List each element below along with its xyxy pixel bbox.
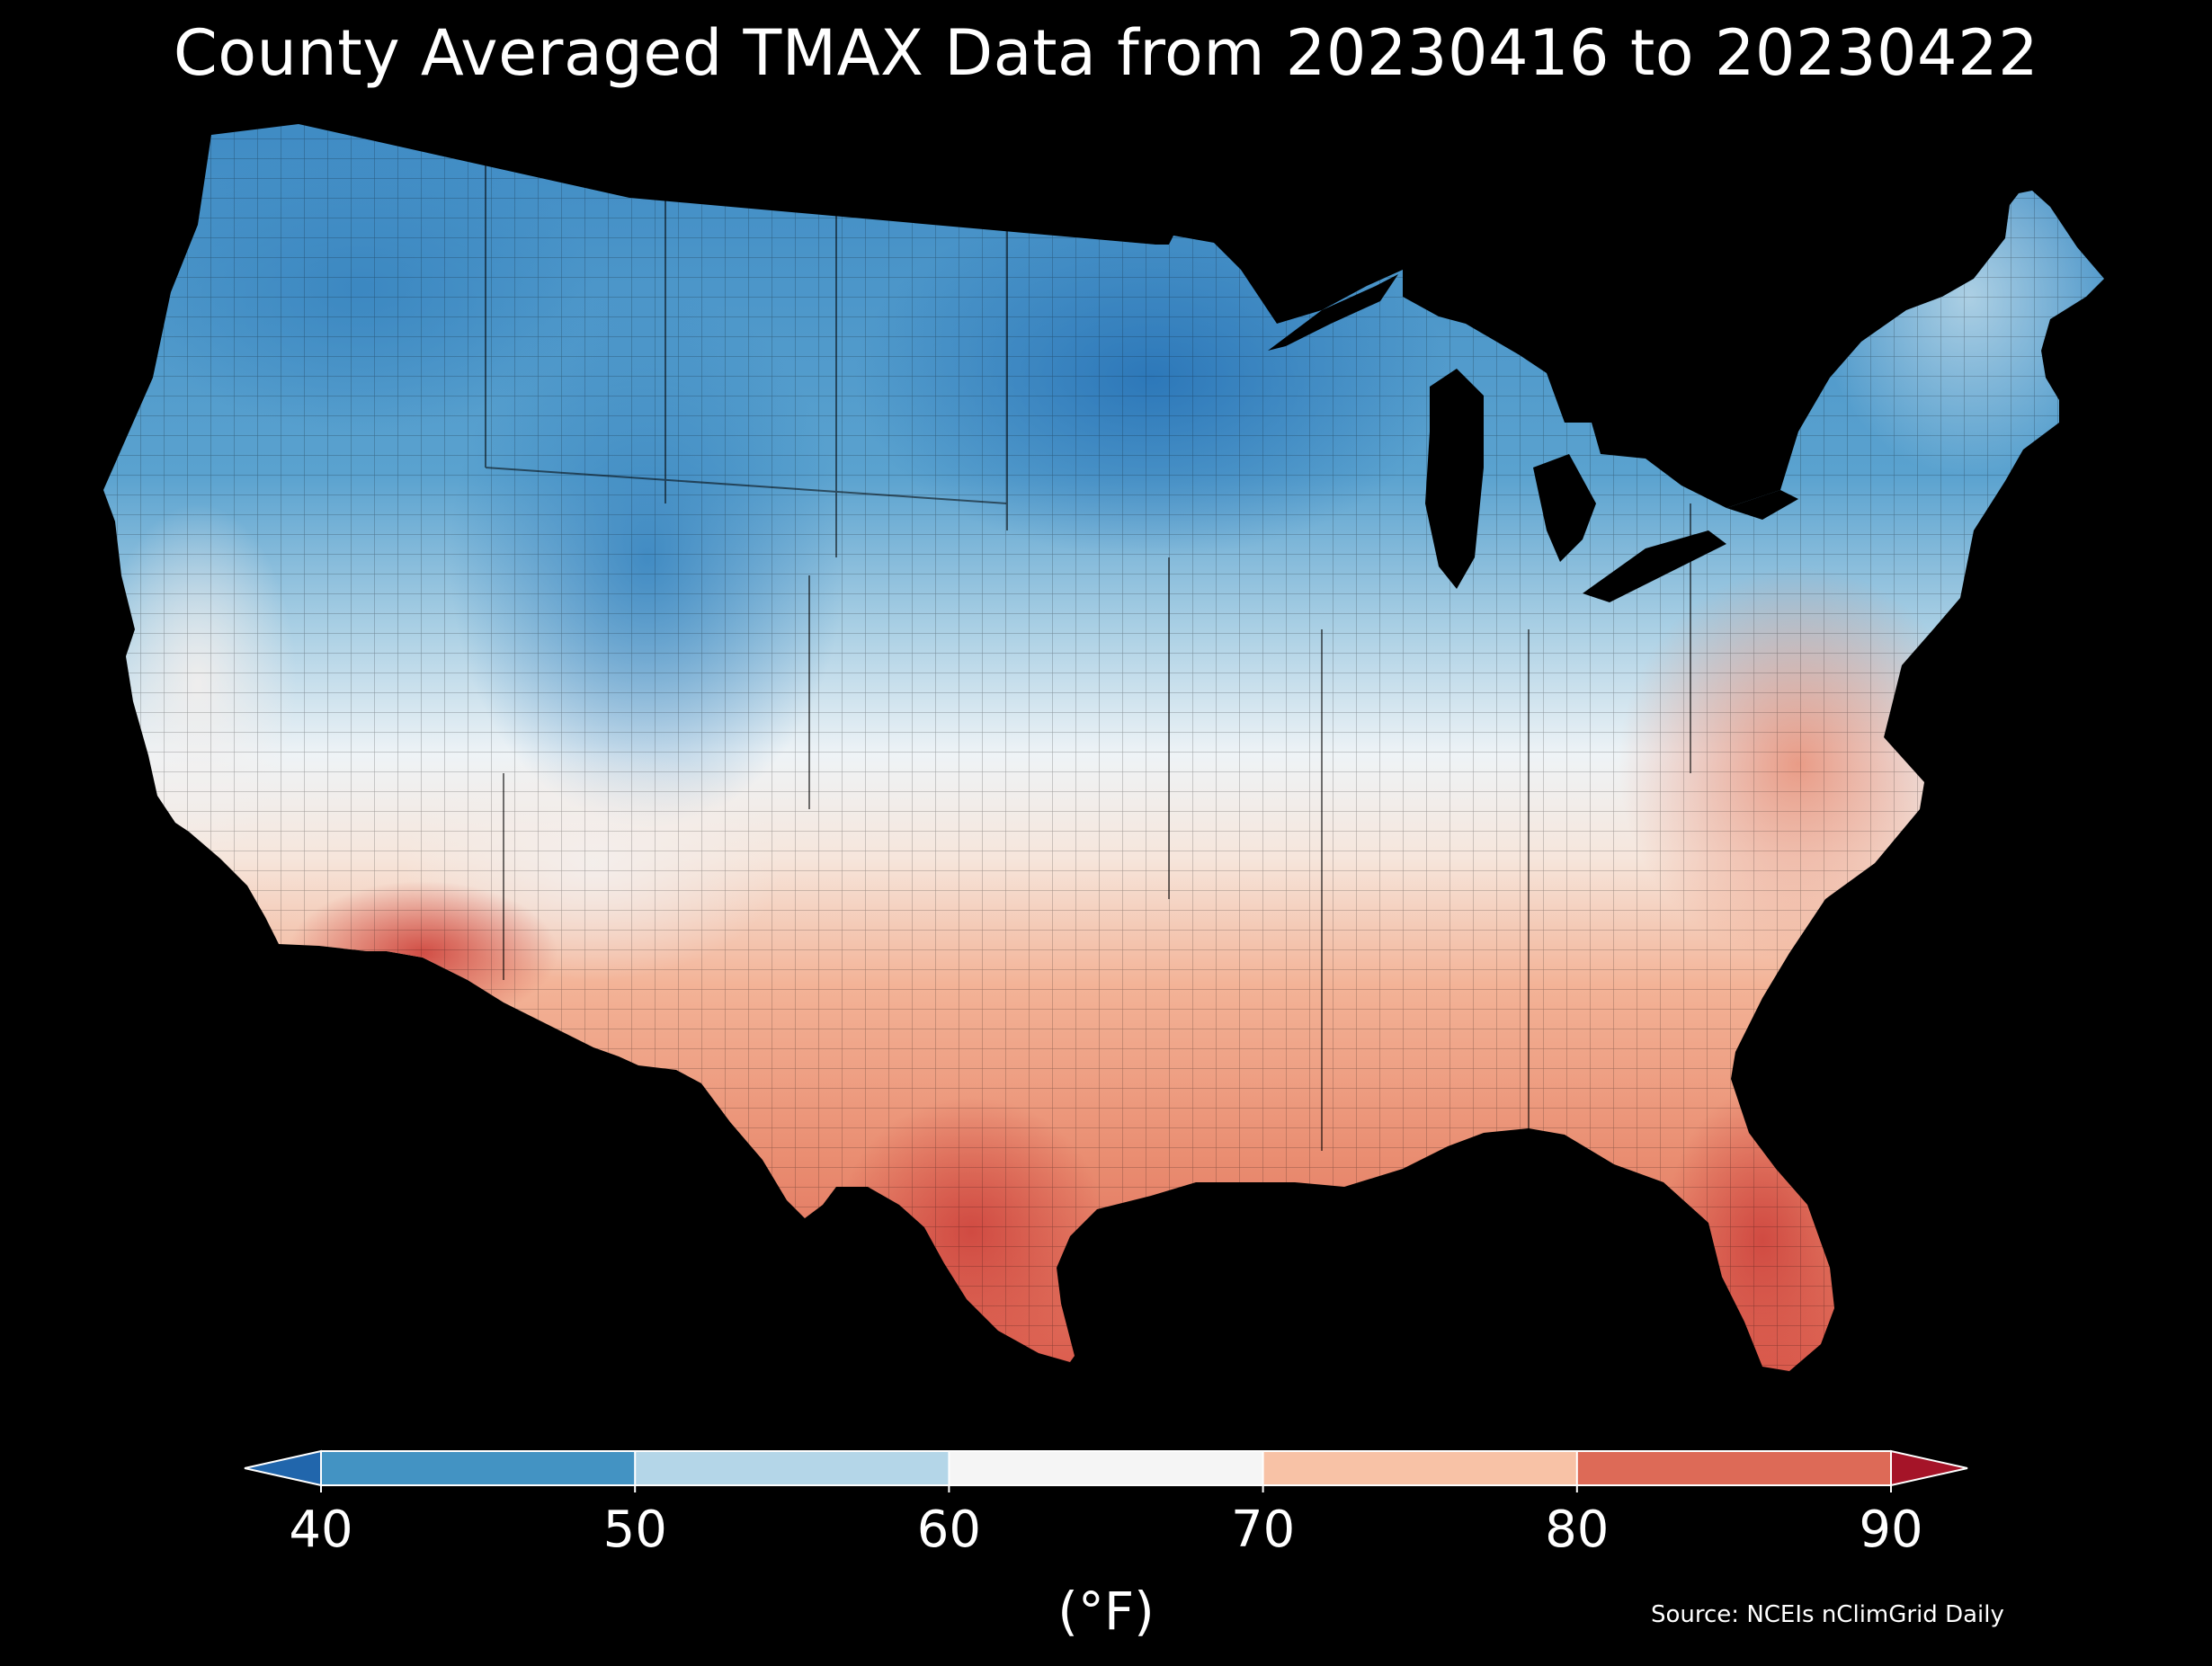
colorbar-unit-label: (°F)	[1057, 1581, 1155, 1642]
source-credit: Source: NCEIs nClimGrid Daily	[1651, 1601, 2004, 1628]
colorbar-tick-label: 90	[1859, 1501, 1922, 1559]
colorbar-tick-label: 60	[917, 1501, 981, 1559]
colorbar-over-arrow	[1890, 1449, 1968, 1487]
colorbar-bins	[321, 1451, 1891, 1485]
map-title: County Averaged TMAX Data from 20230416 …	[173, 16, 2039, 90]
colorbar-tick-label: 40	[289, 1501, 352, 1559]
colorbar-tick-label: 80	[1545, 1501, 1609, 1559]
colorbar-tick-label: 70	[1231, 1501, 1295, 1559]
colorbar-bin-50-60	[635, 1451, 950, 1485]
colorbar-bin-40-50	[321, 1451, 636, 1485]
colorbar-ticks: 40 50 60 70 80 90	[289, 1451, 1923, 1559]
colorbar-bin-70-80	[1262, 1451, 1577, 1485]
colorbar-under-arrow	[244, 1449, 322, 1487]
colorbar-bin-60-70	[949, 1451, 1263, 1485]
colorbar-tick-label: 50	[603, 1501, 667, 1559]
state-boundaries	[485, 144, 1691, 1151]
colorbar-bin-80-90	[1576, 1451, 1891, 1485]
great-lakes	[1268, 274, 1798, 602]
